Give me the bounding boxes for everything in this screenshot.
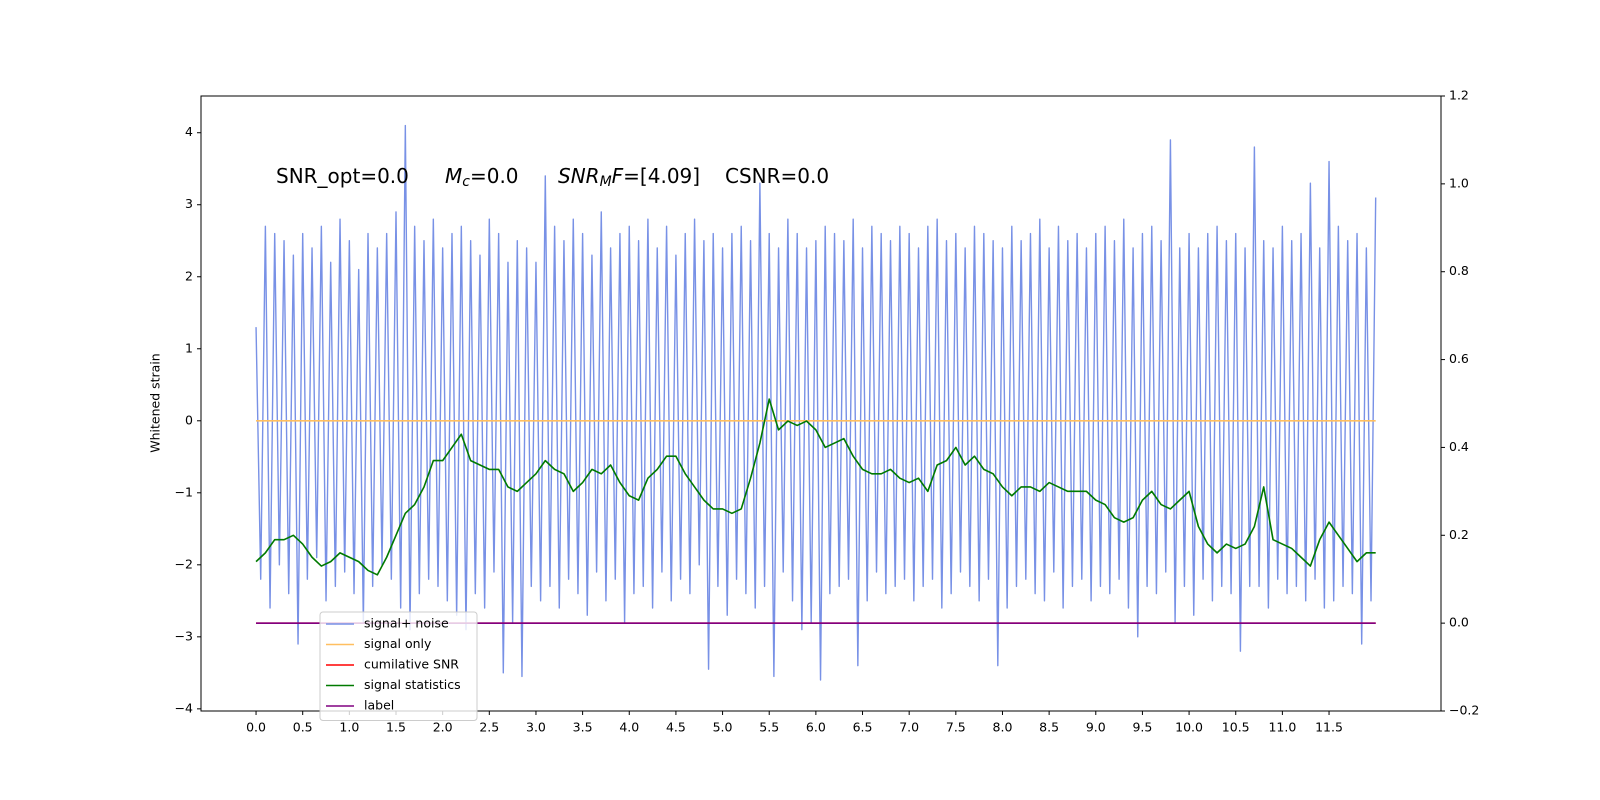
y-tick-label: 1 (185, 340, 193, 355)
x-tick-label: 10.0 (1175, 720, 1203, 735)
x-tick-label: 11.0 (1268, 720, 1296, 735)
x-tick-label: 10.5 (1222, 720, 1250, 735)
y2-tick-label: 0.6 (1449, 351, 1469, 366)
annotation-text: =0.0 (470, 164, 519, 188)
annotation: SNRMF=[4.09] (558, 164, 700, 191)
x-tick-label: 4.0 (619, 720, 639, 735)
y2-tick-label: 1.0 (1449, 175, 1469, 190)
annotation-subscript: c (462, 174, 470, 190)
y-tick-label: −4 (175, 700, 193, 715)
series-line (255, 124, 1377, 681)
y2-tick-label: 0.4 (1449, 439, 1469, 454)
x-tick-label: 2.5 (479, 720, 499, 735)
legend: signal+ noise signal only cumilative SNR si… (319, 611, 478, 721)
annotation: SNR_opt=0.0 (276, 164, 409, 188)
x-tick-label: 7.0 (899, 720, 919, 735)
y-tick-label: 2 (185, 268, 193, 283)
y2-tick-label: 0.2 (1449, 527, 1469, 542)
x-tick-label: 3.0 (526, 720, 546, 735)
legend-box (319, 611, 478, 721)
x-tick-label: 3.5 (573, 720, 593, 735)
x-tick-label: 9.0 (1086, 720, 1106, 735)
series-line (255, 398, 1376, 576)
x-tick-label: 2.0 (433, 720, 453, 735)
y-tick-label: −3 (175, 628, 193, 643)
annotation-text: CSNR=0.0 (725, 164, 829, 188)
x-tick-label: 8.5 (1039, 720, 1059, 735)
legend-label: label (364, 698, 394, 713)
annotation: Mc=0.0 (445, 164, 519, 191)
y-tick-label: −1 (175, 484, 193, 499)
annotation-text: F (612, 164, 624, 188)
annotation: CSNR=0.0 (725, 164, 829, 188)
x-tick-label: 6.0 (806, 720, 826, 735)
x-tick-label: 6.5 (853, 720, 873, 735)
x-tick-label: 9.5 (1132, 720, 1152, 735)
annotation-subscript: M (600, 174, 612, 190)
y-tick-label: 4 (185, 124, 193, 139)
y-axis-label: Whitened strain (148, 353, 163, 452)
x-tick-label: 4.5 (666, 720, 686, 735)
y-tick-label: 3 (185, 196, 193, 211)
x-tick-label: 0.0 (246, 720, 266, 735)
x-tick-label: 5.5 (759, 720, 779, 735)
legend-label: signal only (364, 636, 432, 651)
annotation-text: =[4.09] (623, 164, 700, 188)
legend-label: signal+ noise (364, 616, 449, 631)
y-tick-label: 0 (185, 412, 193, 427)
annotation-text: SNR_opt=0.0 (276, 164, 409, 188)
legend-label: cumilative SNR (364, 657, 459, 672)
y-tick-label: −2 (175, 556, 193, 571)
y2-tick-label: 0.0 (1449, 615, 1469, 630)
y2-tick-label: −0.2 (1449, 703, 1479, 718)
y2-tick-label: 1.2 (1449, 88, 1469, 103)
axes-frame (200, 95, 1442, 712)
legend-label: signal statistics (364, 677, 461, 692)
x-tick-label: 7.5 (946, 720, 966, 735)
x-tick-label: 11.5 (1315, 720, 1343, 735)
x-tick-label: 5.0 (713, 720, 733, 735)
x-tick-label: 8.0 (993, 720, 1013, 735)
x-tick-label: 0.5 (293, 720, 313, 735)
x-tick-label: 1.0 (339, 720, 359, 735)
y2-tick-label: 0.8 (1449, 263, 1469, 278)
x-tick-label: 1.5 (386, 720, 406, 735)
annotation-text: SNR (558, 164, 600, 188)
annotation-text: M (445, 164, 462, 188)
